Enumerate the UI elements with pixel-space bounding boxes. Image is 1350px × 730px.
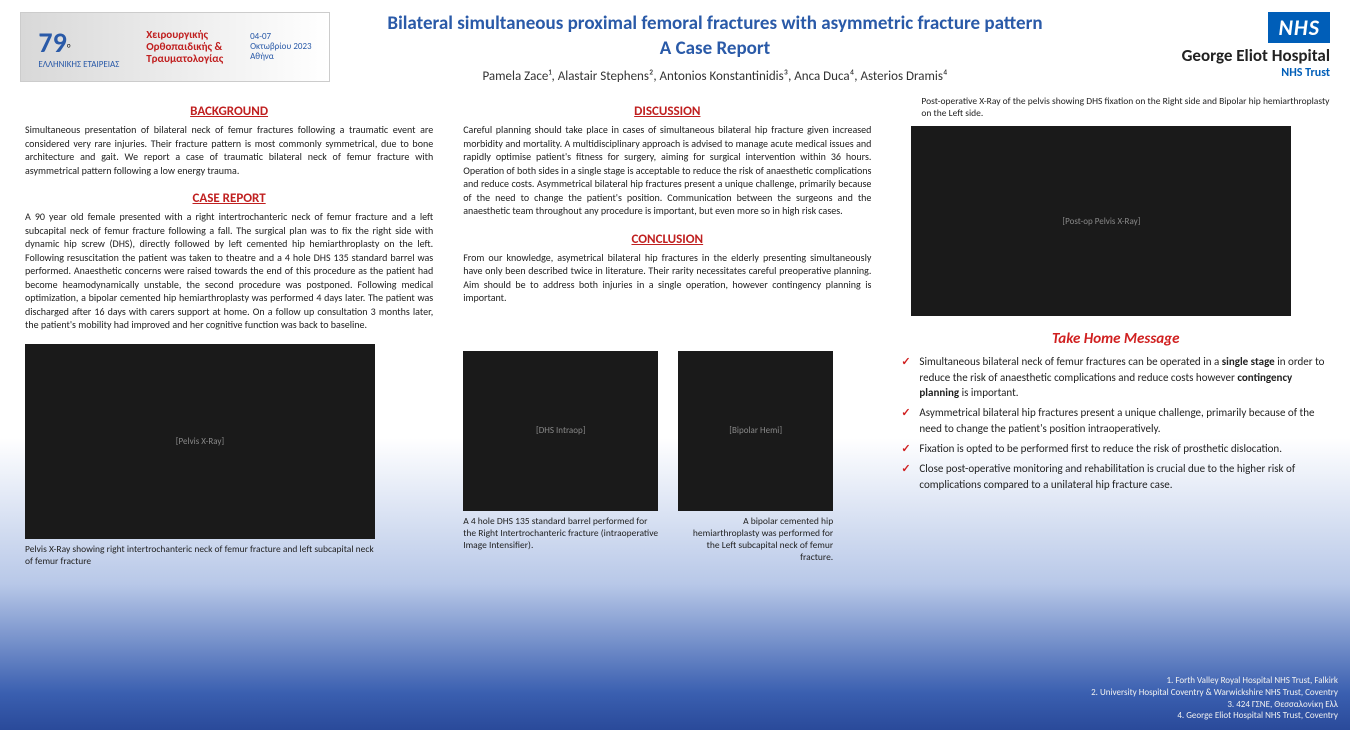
dhs-block: [DHS Intraop] A 4 hole DHS 135 standard … (463, 345, 658, 564)
conf-number: 79 (38, 25, 66, 60)
header-row: 79ο ΕΛΛΗΝΙΚΗΣ ΕΤΑΙΡΕΙΑΣ Χειρουργικής Ορθ… (0, 0, 1350, 84)
casereport-heading: CASE REPORT (25, 191, 433, 206)
authors: Pamela Zace¹, Alastair Stephens², Antoni… (350, 69, 1080, 84)
bipolar-xray-image: [Bipolar Hemi] (678, 351, 833, 511)
background-heading: BACKGROUND (25, 104, 433, 119)
conclusion-text: From our knowledge, asymetrical bilatera… (463, 251, 871, 305)
conf-title: Χειρουργικής Ορθοπαιδικής & Τραυματολογί… (146, 29, 223, 65)
takehome-item: Simultaneous bilateral neck of femur fra… (901, 354, 1330, 400)
conf-org: ΕΛΛΗΝΙΚΗΣ ΕΤΑΙΡΕΙΑΣ (38, 60, 119, 70)
nhs-box: NHS (1268, 12, 1330, 43)
postop-caption: Post-operative X-Ray of the pelvis showi… (901, 96, 1330, 120)
dhs-caption: A 4 hole DHS 135 standard barrel perform… (463, 516, 658, 552)
nhs-hospital: George Eliot Hospital (1100, 45, 1330, 66)
discussion-text: Careful planning should take place in ca… (463, 123, 871, 218)
conclusion-heading: CONCLUSION (463, 232, 871, 247)
takehome-list: Simultaneous bilateral neck of femur fra… (901, 354, 1330, 492)
takehome-item: Fixation is opted to be performed first … (901, 441, 1330, 456)
affiliation-line: 4. George Eliot Hospital NHS Trust, Cove… (1091, 710, 1338, 722)
postop-xray-image: [Post-op Pelvis X-Ray] (911, 126, 1291, 316)
takehome-item: Asymmetrical bilateral hip fractures pre… (901, 405, 1330, 436)
bipolar-caption: A bipolar cemented hip hemiarthroplasty … (678, 516, 833, 564)
takehome-title: Take Home Message (901, 330, 1330, 348)
pelvis-xray-image: [Pelvis X-Ray] (25, 344, 375, 539)
takehome-item: Close post-operative monitoring and reha… (901, 461, 1330, 492)
background-text: Simultaneous presentation of bilateral n… (25, 123, 433, 177)
content-columns: BACKGROUND Simultaneous presentation of … (0, 84, 1350, 567)
pelvis-caption: Pelvis X-Ray showing right intertrochant… (25, 544, 375, 568)
affiliation-line: 2. University Hospital Coventry & Warwic… (1091, 687, 1338, 699)
casereport-text: A 90 year old female presented with a ri… (25, 210, 433, 332)
conf-dates: 04-07 Οκτωβρίου 2023 Αθήνα (250, 32, 312, 62)
bipolar-block: [Bipolar Hemi] A bipolar cemented hip he… (678, 345, 833, 564)
dhs-xray-image: [DHS Intraop] (463, 351, 658, 511)
affiliation-line: 1. Forth Valley Royal Hospital NHS Trust… (1091, 675, 1338, 687)
right-column: Post-operative X-Ray of the pelvis showi… (901, 96, 1330, 567)
nhs-trust: NHS Trust (1100, 66, 1330, 80)
affiliation-line: 3. 424 ΓΣΝΕ, Θεσσαλονίκη Ελλ (1091, 699, 1338, 711)
affiliations: 1. Forth Valley Royal Hospital NHS Trust… (1091, 675, 1338, 722)
middle-xray-row: [DHS Intraop] A 4 hole DHS 135 standard … (463, 345, 871, 564)
nhs-logo: NHS George Eliot Hospital NHS Trust (1100, 12, 1330, 80)
poster-title: Bilateral simultaneous proximal femoral … (350, 12, 1080, 61)
left-column: BACKGROUND Simultaneous presentation of … (25, 96, 433, 567)
title-block: Bilateral simultaneous proximal femoral … (330, 12, 1100, 84)
conference-logo: 79ο ΕΛΛΗΝΙΚΗΣ ΕΤΑΙΡΕΙΑΣ Χειρουργικής Ορθ… (20, 12, 330, 82)
discussion-heading: DISCUSSION (463, 104, 871, 119)
middle-column: DISCUSSION Careful planning should take … (463, 96, 871, 567)
